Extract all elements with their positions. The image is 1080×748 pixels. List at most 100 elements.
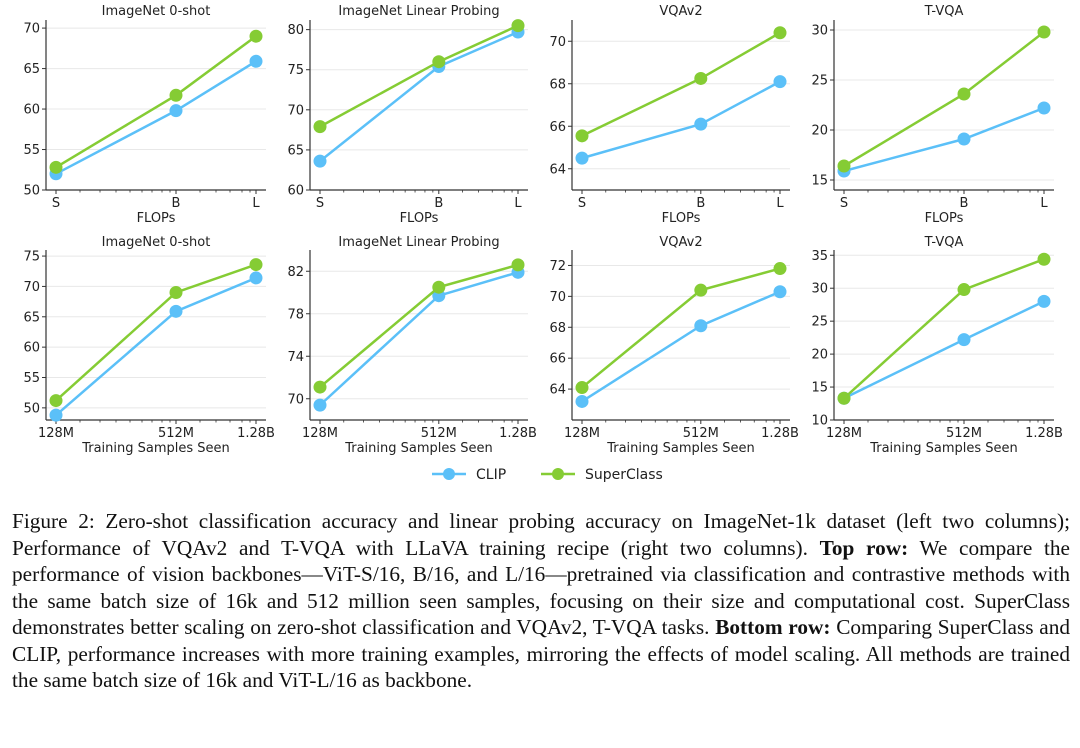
y-tick-label: 64 bbox=[549, 383, 566, 398]
data-point-clip bbox=[169, 304, 183, 318]
x-tick-label: L bbox=[1040, 196, 1048, 211]
data-point-superclass bbox=[249, 29, 263, 43]
x-tick-label: S bbox=[840, 196, 848, 211]
data-point-clip bbox=[1037, 101, 1051, 115]
data-point-superclass bbox=[773, 262, 787, 276]
legend-marker-clip bbox=[443, 468, 455, 480]
caption-bold-top-row: Top row: bbox=[819, 535, 909, 560]
x-tick-label: L bbox=[514, 196, 522, 211]
data-point-clip bbox=[694, 319, 708, 333]
subplot-title: ImageNet 0-shot bbox=[102, 4, 211, 19]
y-tick-label: 65 bbox=[23, 310, 40, 325]
y-tick-label: 10 bbox=[811, 414, 828, 429]
data-point-superclass bbox=[837, 391, 851, 405]
y-tick-label: 60 bbox=[287, 184, 304, 199]
y-tick-label: 50 bbox=[23, 184, 40, 199]
y-tick-label: 64 bbox=[549, 162, 566, 177]
x-tick-label: 128M bbox=[38, 426, 74, 441]
x-tick-label: B bbox=[172, 196, 181, 211]
subplot-title: ImageNet Linear Probing bbox=[338, 4, 499, 19]
series-line-clip bbox=[581, 80, 781, 160]
x-tick-label: S bbox=[52, 196, 60, 211]
x-axis-label: Training Samples Seen bbox=[869, 441, 1018, 456]
legend-label-superclass: SuperClass bbox=[585, 467, 663, 483]
subplot-2: ImageNet Linear Probing 60 65 70 75 80 S B L FLOP… bbox=[287, 4, 528, 226]
y-tick-label: 60 bbox=[23, 103, 40, 118]
x-axis-label: Training Samples Seen bbox=[344, 441, 493, 456]
data-point-superclass bbox=[957, 283, 971, 297]
data-point-clip bbox=[313, 398, 327, 412]
data-point-superclass bbox=[313, 120, 327, 134]
x-axis-label: Training Samples Seen bbox=[81, 441, 230, 456]
y-tick-label: 30 bbox=[811, 282, 828, 297]
data-point-superclass bbox=[957, 87, 971, 101]
x-tick-label: B bbox=[434, 196, 443, 211]
data-point-clip bbox=[773, 285, 787, 299]
data-point-superclass bbox=[432, 280, 446, 294]
data-point-clip bbox=[773, 75, 787, 89]
data-point-clip bbox=[694, 117, 708, 131]
series-line-superclass bbox=[581, 267, 781, 389]
y-tick-label: 72 bbox=[549, 259, 566, 274]
subplot-title: T-VQA bbox=[924, 235, 964, 250]
data-point-superclass bbox=[169, 88, 183, 102]
y-tick-label: 15 bbox=[811, 174, 828, 189]
y-tick-label: 80 bbox=[287, 23, 304, 38]
data-point-superclass bbox=[49, 160, 63, 174]
subplot-8: T-VQA 10 15 20 25 30 35 128M 512M 1.28B Training S… bbox=[811, 235, 1062, 456]
figure: ImageNet 0-shot 50 55 60 65 70 S B L FLOPs ImageNe… bbox=[23, 4, 1062, 483]
y-tick-label: 55 bbox=[23, 371, 40, 386]
series-line-superclass bbox=[843, 258, 1045, 400]
x-tick-label: 128M bbox=[302, 426, 338, 441]
x-axis-label: FLOPs bbox=[137, 211, 176, 226]
x-tick-label: B bbox=[960, 196, 969, 211]
series-line-clip bbox=[55, 276, 257, 417]
y-tick-label: 66 bbox=[549, 352, 566, 367]
y-tick-label: 70 bbox=[287, 103, 304, 118]
data-point-superclass bbox=[49, 394, 63, 408]
data-point-superclass bbox=[694, 283, 708, 297]
data-point-superclass bbox=[511, 258, 525, 272]
series-line-clip bbox=[319, 271, 519, 407]
data-point-clip bbox=[169, 104, 183, 118]
data-point-superclass bbox=[511, 19, 525, 33]
y-tick-label: 65 bbox=[287, 143, 304, 158]
data-point-superclass bbox=[313, 380, 327, 394]
subplot-title: T-VQA bbox=[924, 4, 964, 19]
x-tick-label: L bbox=[252, 196, 260, 211]
x-axis-label: Training Samples Seen bbox=[606, 441, 755, 456]
y-tick-label: 65 bbox=[23, 62, 40, 77]
x-axis-label: FLOPs bbox=[662, 211, 701, 226]
caption-text-3: Comparing SuperClass and CLIP, performan… bbox=[12, 615, 1070, 692]
y-tick-label: 55 bbox=[23, 143, 40, 158]
data-point-clip bbox=[313, 154, 327, 168]
series-line-superclass bbox=[581, 31, 781, 137]
legend-label-clip: CLIP bbox=[476, 467, 506, 483]
x-tick-label: 512M bbox=[158, 426, 194, 441]
y-tick-label: 68 bbox=[549, 77, 566, 92]
y-tick-label: 75 bbox=[23, 250, 40, 265]
y-tick-label: 82 bbox=[287, 265, 304, 280]
y-tick-label: 70 bbox=[549, 35, 566, 50]
x-tick-label: 128M bbox=[564, 426, 600, 441]
x-tick-label: S bbox=[316, 196, 324, 211]
x-tick-label: 512M bbox=[421, 426, 457, 441]
subplot-7: VQAv2 64 66 68 70 72 128M 512M 1.28B Training Sam… bbox=[549, 235, 798, 456]
series-line-clip bbox=[843, 300, 1045, 400]
y-tick-label: 15 bbox=[811, 381, 828, 396]
subplot-title: ImageNet 0-shot bbox=[102, 235, 211, 250]
series-line-clip bbox=[55, 60, 257, 175]
data-point-superclass bbox=[432, 55, 446, 69]
x-tick-label: B bbox=[696, 196, 705, 211]
x-tick-label: 1.28B bbox=[1025, 426, 1063, 441]
data-point-clip bbox=[575, 151, 589, 165]
caption-text-2: We compare the performance of vision bac… bbox=[12, 535, 1070, 640]
y-tick-label: 20 bbox=[811, 124, 828, 139]
subplot-6: ImageNet Linear Probing 70 74 78 82 128M 512M 1… bbox=[287, 235, 536, 456]
figure-caption: Figure 2: Zero-shot classification accur… bbox=[12, 508, 1070, 694]
series-line-clip bbox=[319, 30, 519, 163]
x-tick-label: 1.28B bbox=[237, 426, 275, 441]
subplot-5: ImageNet 0-shot 50 55 60 65 70 75 128M 512M 1.28B… bbox=[23, 235, 274, 456]
caption-bold-bottom-row: Bottom row: bbox=[715, 615, 831, 639]
data-point-superclass bbox=[773, 26, 787, 40]
